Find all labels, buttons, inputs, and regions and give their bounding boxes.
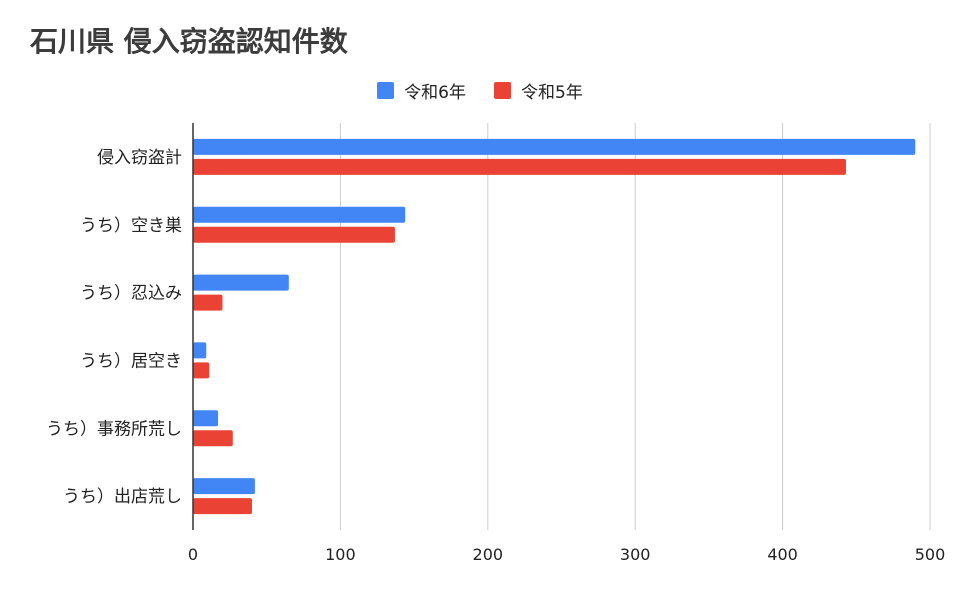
- bar-series-0-category-3[interactable]: [193, 342, 207, 359]
- legend-label-series-1: 令和5年: [521, 83, 583, 103]
- x-tick-label-1: 100: [325, 545, 356, 564]
- category-label-5: うち）出店荒し: [63, 487, 182, 507]
- bar-series-0-category-2[interactable]: [193, 274, 289, 291]
- legend-swatch-series-0: [377, 82, 395, 99]
- x-tick-label-0: 0: [188, 545, 198, 564]
- legend-label-series-0: 令和6年: [404, 83, 466, 103]
- x-tick-label-3: 300: [620, 545, 651, 564]
- legend-item-series-1[interactable]: 令和5年: [494, 78, 583, 103]
- category-label-1: うち）空き巣: [80, 216, 182, 236]
- bar-series-0-category-0[interactable]: [193, 138, 916, 155]
- x-tick-label-5: 500: [915, 545, 946, 564]
- legend-item-series-0[interactable]: 令和6年: [377, 78, 466, 103]
- category-label-0: 侵入窃盗計: [97, 148, 182, 168]
- legend: 令和6年 令和5年: [0, 78, 960, 103]
- chart-title: 石川県 侵入窃盗認知件数: [30, 25, 348, 58]
- bar-series-1-category-1[interactable]: [193, 226, 395, 243]
- bar-series-0-category-4[interactable]: [193, 410, 219, 427]
- bar-series-1-category-0[interactable]: [193, 158, 846, 175]
- legend-swatch-series-1: [494, 82, 511, 99]
- bar-series-0-category-1[interactable]: [193, 206, 406, 223]
- category-label-3: うち）居空き: [80, 351, 182, 371]
- bar-series-0-category-5[interactable]: [193, 478, 255, 495]
- bar-series-1-category-5[interactable]: [193, 498, 252, 515]
- x-tick-label-2: 200: [473, 545, 504, 564]
- x-tick-label-4: 400: [767, 545, 798, 564]
- bar-series-1-category-3[interactable]: [193, 362, 210, 379]
- bar-series-1-category-4[interactable]: [193, 430, 233, 447]
- category-label-2: うち）忍込み: [80, 284, 182, 304]
- category-label-4: うち）事務所荒し: [46, 419, 182, 439]
- bar-series-1-category-2[interactable]: [193, 294, 223, 311]
